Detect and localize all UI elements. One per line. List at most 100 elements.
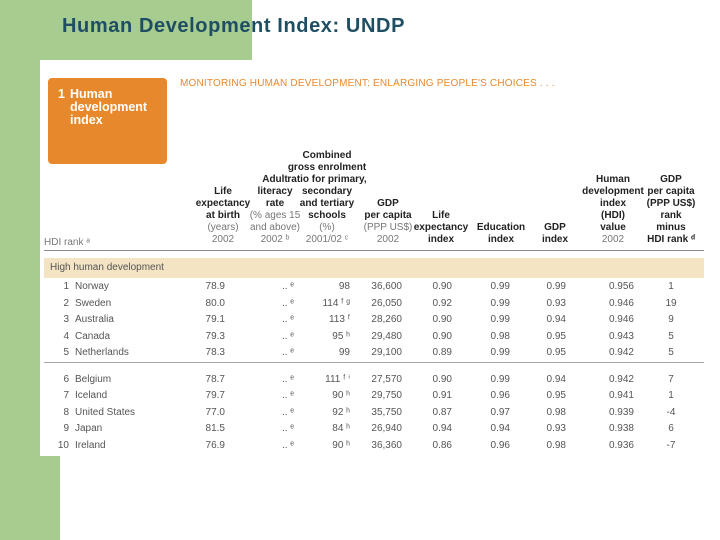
cell-diff: 5	[668, 330, 674, 342]
column-header-text: index	[487, 234, 515, 245]
column-header: Life expectancy index	[391, 210, 491, 246]
cell-gdp: 26,940	[371, 423, 402, 434]
cell-country: United States	[75, 406, 136, 418]
column-header-text: index	[541, 234, 569, 245]
column-header-text: GDP	[544, 222, 566, 233]
cell-edu: 0.94	[490, 423, 510, 434]
cell-diff: 19	[665, 297, 677, 309]
column-header-text: ratio for primary,	[287, 174, 367, 185]
cell-life: 76.9	[205, 439, 225, 451]
cell-enrol: 92 ʰ	[332, 406, 350, 418]
cell-gdpi: 0.99	[546, 281, 566, 292]
cell-enrol: 114 ᶠ ᵍ	[322, 297, 350, 309]
column-header-text: development	[582, 186, 644, 197]
column-header-text: per capita	[364, 210, 412, 221]
table-row: 9 Japan 81.5 .. ᵉ 84 ʰ 26,940 0.94 0.94 0.93 0.93…	[40, 423, 706, 437]
column-header-subtext: 2002	[601, 234, 625, 245]
cell-life: 78.7	[205, 373, 225, 385]
column-header-subtext: (PPP US$)	[363, 222, 413, 233]
table-row: 2 Sweden 80.0 .. ᵉ 114 ᶠ ᵍ 26,050 0.92 0.99 0.93…	[40, 298, 706, 312]
column-header-subtext: 2001/02 ᶜ	[305, 234, 349, 245]
cell-edu: 0.99	[490, 314, 510, 325]
cell-diff: 7	[668, 373, 674, 385]
column-header-subtext: (%)	[319, 222, 335, 233]
column-header: GDP index	[505, 222, 605, 246]
cell-life: 78.9	[205, 281, 225, 292]
table-row: 10 Ireland 76.9 .. ᵉ 90 ʰ 36,360 0.86 0.96 0.98 0…	[40, 440, 706, 454]
cell-literacy: .. ᵉ	[281, 406, 294, 418]
cell-rank: 3	[63, 314, 69, 325]
column-header-subtext: 2002	[211, 234, 235, 245]
column-header-text: expectancy	[413, 222, 469, 233]
column-header-text: Adult	[262, 174, 288, 185]
cell-gdp: 29,100	[371, 347, 402, 358]
cell-lei: 0.92	[432, 297, 452, 309]
cell-diff: -4	[666, 406, 676, 418]
cell-life: 79.3	[205, 330, 225, 342]
cell-edu: 0.98	[490, 330, 510, 342]
cell-gdp: 36,600	[371, 281, 402, 292]
cell-life: 79.7	[205, 390, 225, 401]
cell-lei: 0.94	[432, 423, 452, 434]
column-header-text: literacy	[257, 186, 293, 197]
cell-literacy: .. ᵉ	[281, 330, 294, 342]
cell-hdi: 0.946	[608, 297, 634, 309]
column-header-text: minus	[656, 222, 686, 233]
cell-country: Iceland	[75, 390, 108, 401]
column-header: Human development index (HDI) value 2002	[563, 174, 663, 246]
cell-gdpi: 0.98	[546, 439, 566, 451]
cell-literacy: .. ᵉ	[281, 439, 294, 451]
table-label-line: development	[70, 100, 148, 114]
cell-gdpi: 0.93	[546, 297, 566, 309]
column-header: Adult literacy rate (% ages 15 and above) 200…	[225, 174, 325, 246]
cell-country: Sweden	[75, 297, 112, 309]
cell-hdi: 0.939	[608, 406, 634, 418]
column-header-text: Human	[596, 174, 630, 185]
column-header-subtext: 2002	[376, 234, 400, 245]
cell-edu: 0.99	[490, 347, 510, 358]
column-header-text: Combined	[302, 150, 352, 161]
cell-hdi: 0.942	[608, 347, 634, 358]
cell-lei: 0.87	[432, 406, 452, 418]
hdi-table-image: 1 Human development index MONITORING HUM…	[40, 60, 706, 456]
column-header-subtext: 2002 ᵇ	[260, 234, 290, 245]
cell-literacy: .. ᵉ	[281, 423, 294, 434]
column-header-text: rank	[660, 210, 682, 221]
cell-country: Japan	[75, 423, 103, 434]
column-header-text: secondary	[301, 186, 353, 197]
table-row: 8 United States 77.0 .. ᵉ 92 ʰ 35,750 0.87 0.97…	[40, 407, 706, 421]
column-header-text: index	[599, 198, 627, 209]
table-row: 5 Netherlands 78.3 .. ᵉ 99 29,100 0.89 0.99 0.95…	[40, 347, 706, 361]
column-header-text: HDI rank ᵈ	[647, 234, 695, 245]
cell-life: 80.0	[205, 297, 225, 309]
cell-lei: 0.89	[432, 347, 452, 358]
group-band: High human development	[44, 258, 704, 278]
cell-enrol: 84 ʰ	[332, 423, 350, 434]
column-header-subtext: (% ages 15	[249, 210, 301, 221]
cell-literacy: .. ᵉ	[281, 390, 294, 401]
cell-gdpi: 0.95	[546, 330, 566, 342]
cell-enrol: 98	[338, 281, 350, 292]
table-label: Human development index	[70, 88, 147, 127]
cell-literacy: .. ᵉ	[281, 314, 294, 325]
table-row: 1 Norway 78.9 .. ᵉ 98 36,600 0.90 0.99 0.99 0.956…	[40, 281, 706, 295]
cell-enrol: 111 ᶠ ⁱ	[325, 373, 350, 385]
table-row: 3 Australia 79.1 .. ᵉ 113 ᶠ 28,260 0.90 0.99 0.9…	[40, 314, 706, 328]
cell-enrol: 99	[338, 347, 350, 358]
cell-hdi: 0.938	[608, 423, 634, 434]
cell-rank: 6	[63, 373, 69, 385]
cell-rank: 1	[63, 281, 69, 292]
cell-hdi: 0.941	[608, 390, 634, 401]
cell-hdi: 0.942	[608, 373, 634, 385]
cell-edu: 0.99	[490, 281, 510, 292]
row-group-separator	[44, 362, 704, 363]
column-header-subtext: (years)	[207, 222, 239, 233]
cell-gdp: 29,480	[371, 330, 402, 342]
cell-hdi: 0.946	[608, 314, 634, 325]
cell-rank: 2	[63, 297, 69, 309]
column-header-text: GDP	[377, 198, 399, 209]
column-header-text: index	[427, 234, 455, 245]
column-header: Combined gross enrolment ratio for primary…	[277, 150, 377, 246]
cell-hdi: 0.936	[608, 439, 634, 451]
cell-rank: 5	[63, 347, 69, 358]
